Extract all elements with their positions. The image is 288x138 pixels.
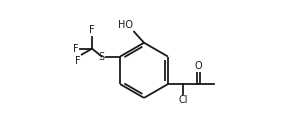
Text: HO: HO: [118, 20, 133, 30]
Text: F: F: [89, 25, 95, 35]
Text: O: O: [195, 61, 202, 71]
Text: Cl: Cl: [178, 95, 188, 105]
Text: F: F: [73, 44, 79, 54]
Text: S: S: [99, 51, 105, 62]
Text: F: F: [75, 56, 81, 66]
